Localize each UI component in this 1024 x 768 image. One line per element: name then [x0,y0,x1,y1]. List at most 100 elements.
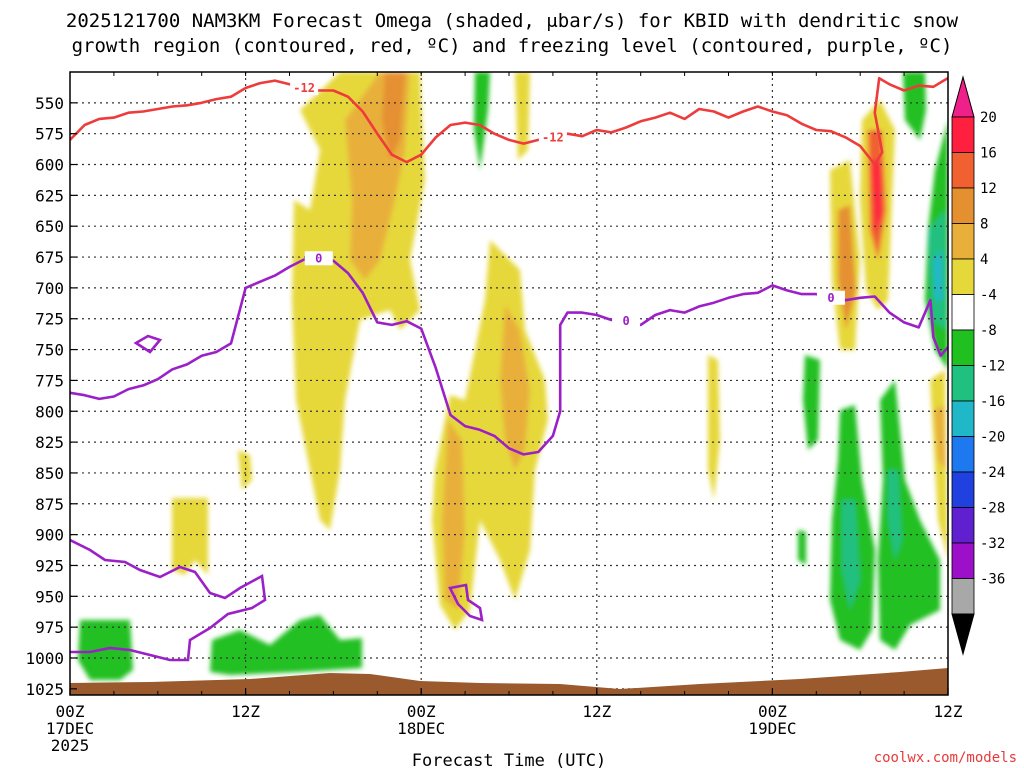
contour-label-bg [304,251,333,266]
colorbar-label: -20 [980,430,1005,446]
colorbar: 20 16 12 8 4 -4 -8 -12 -16 -20 -24 -28 -32 -36 [951,75,1005,656]
omega-band-yellow-5 [708,355,720,500]
omega-band-green-6 [803,355,820,450]
contour-label-bg [290,81,319,96]
x-tick-label: 00Z [56,702,85,721]
y-tick-label: 1025 [25,680,64,699]
x-tick-label: 2025 [51,736,90,755]
colorbar-swatch [951,365,975,402]
freezing-level-loop-2 [448,583,484,622]
x-tick-label: 00Z [407,702,436,721]
y-tick-label: 900 [35,526,64,545]
omega-band-green-2 [210,615,362,675]
chart-title-line-2: growth region (contoured, red, ºC) and f… [72,35,953,57]
colorbar-swatch [951,542,975,579]
omega-band-orange-3 [500,305,530,470]
colorbar-swatch [951,258,975,295]
colorbar-label: -28 [980,501,1005,517]
y-tick-label: 775 [35,371,64,390]
surface-terrain [70,668,948,695]
colorbar-swatch [951,329,975,366]
colorbar-label: 8 [980,217,988,233]
y-tick-label: 800 [35,402,64,421]
x-tick-label: 12Z [934,702,963,721]
colorbar-label: 20 [980,110,997,126]
contour-label: -12 [293,81,315,95]
colorbar-label: -8 [980,323,997,339]
x-tick-label: 19DEC [748,719,796,738]
colorbar-label: 4 [980,252,988,268]
contour-layer: -12 -12 0 0 0 [70,76,948,662]
x-axis-label: Forecast Time (UTC) [412,751,606,768]
colorbar-swatch [951,116,975,153]
contour-label: 0 [315,251,322,265]
colorbar-swatch [951,436,975,473]
colorbar-label: -32 [980,536,1005,552]
colorbar-label: -16 [980,394,1005,410]
colorbar-bottom-arrow [951,613,975,656]
contour-label-bg [612,314,641,329]
omega-band-orange-4 [442,420,465,610]
y-tick-label: 825 [35,433,64,452]
x-tick-label: 17DEC [46,719,94,738]
x-tick-label: 12Z [231,702,260,721]
omega-band-teal-1 [842,500,860,610]
x-tick-label: 18DEC [397,719,445,738]
omega-band-green-8 [878,380,940,650]
colorbar-swatch [951,507,975,544]
omega-band-yellow-6 [515,72,530,160]
y-tick-label: 625 [35,186,64,205]
omega-band-green-3 [474,72,490,170]
omega-band-teal-2 [888,470,902,560]
freezing-level-loop-1 [133,334,163,354]
contour-label-bg [816,290,845,305]
colorbar-label: 12 [980,181,997,197]
omega-band-red-2 [872,160,882,235]
omega-band-orange-2 [382,72,405,160]
y-tick-label: 725 [35,310,64,329]
y-tick-label: 700 [35,279,64,298]
y-tick-label: 1000 [25,649,64,668]
omega-band-green-9 [798,530,806,565]
colorbar-swatch [951,471,975,508]
colorbar-top-arrow [951,75,975,118]
contour-label: 0 [827,291,834,305]
y-tick-label: 950 [35,587,64,606]
contour-label-bg [538,130,567,145]
chart-title-line-1: 2025121700 NAM3KM Forecast Omega (shaded… [66,10,959,32]
y-tick-label: 575 [35,125,64,144]
y-tick-label: 600 [35,156,64,175]
colorbar-swatch [951,223,975,260]
freezing-level-lower-contour [70,538,267,662]
omega-shading [78,72,948,680]
y-tick-label: 875 [35,495,64,514]
colorbar-swatch [951,152,975,189]
colorbar-swatch [951,294,975,331]
x-tick-label: 12Z [582,702,611,721]
y-tick-label: 750 [35,341,64,360]
colorbar-swatch [951,187,975,224]
credit-text: coolwx.com/models [874,750,1017,766]
contour-label: 0 [622,314,629,328]
colorbar-label: 16 [980,146,997,162]
y-tick-label: 975 [35,618,64,637]
omega-band-orange-6 [934,405,946,470]
y-axis: 550 575 600 625 650 675 700 725 750 775 800 825 850 8… [25,94,77,699]
omega-band-yellow-3 [172,498,208,575]
colorbar-label: -36 [980,572,1005,588]
contour-label: -12 [542,130,564,144]
colorbar-label: -4 [980,288,997,304]
colorbar-swatch [951,400,975,437]
y-tick-label: 650 [35,217,64,236]
y-tick-label: 850 [35,464,64,483]
x-tick-label: 00Z [758,702,787,721]
colorbar-label: -24 [980,465,1005,481]
colorbar-swatch [951,578,975,615]
y-tick-label: 675 [35,248,64,267]
y-tick-label: 925 [35,556,64,575]
y-tick-label: 550 [35,94,64,113]
colorbar-label: -12 [980,359,1005,375]
contour-line [70,76,948,166]
